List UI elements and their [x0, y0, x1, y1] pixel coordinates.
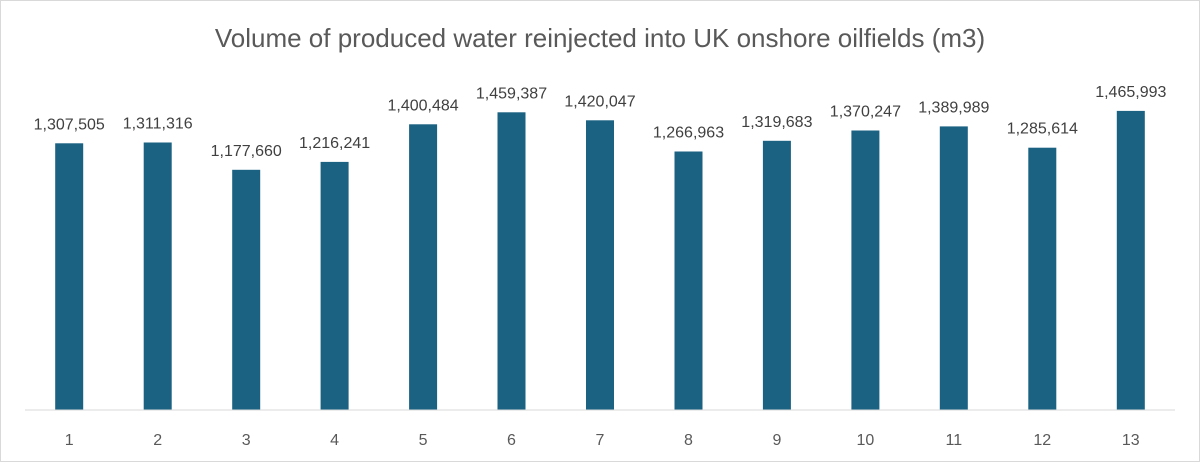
bar-13	[1116, 110, 1145, 411]
bar-9	[762, 140, 791, 411]
bar-6	[497, 112, 526, 411]
bar-12	[1028, 147, 1057, 410]
data-label-11: 1,389,989	[918, 99, 989, 116]
bar-8	[674, 151, 703, 410]
bar-1	[55, 143, 84, 411]
x-tick-label-13: 13	[1122, 432, 1140, 449]
x-tick-label-8: 8	[684, 432, 693, 449]
bar-3	[232, 169, 261, 410]
data-label-12: 1,285,614	[1007, 121, 1078, 138]
x-tick-label-5: 5	[419, 432, 428, 449]
bar-11	[939, 126, 968, 411]
data-label-2: 1,311,316	[123, 116, 193, 133]
data-label-6: 1,459,387	[476, 85, 547, 102]
data-label-1: 1,307,505	[34, 116, 105, 133]
bars-group	[55, 110, 1145, 411]
bar-4	[320, 161, 349, 410]
x-tick-label-9: 9	[772, 432, 781, 449]
chart-title: Volume of produced water reinjected into…	[215, 23, 985, 53]
bar-10	[851, 130, 880, 410]
data-label-9: 1,319,683	[741, 114, 812, 131]
x-tick-label-7: 7	[596, 432, 605, 449]
x-tick-label-10: 10	[857, 432, 875, 449]
x-tick-label-11: 11	[945, 432, 962, 449]
data-label-3: 1,177,660	[211, 143, 282, 160]
data-label-7: 1,420,047	[564, 93, 635, 110]
x-tick-label-6: 6	[507, 432, 516, 449]
data-label-10: 1,370,247	[830, 104, 901, 121]
x-tick-label-4: 4	[330, 432, 339, 449]
data-labels-group: 1,307,505 1,311,316 1,177,660 1,216,241 1,40…	[34, 84, 1167, 160]
data-label-4: 1,216,241	[299, 135, 370, 152]
data-label-5: 1,400,484	[388, 97, 459, 114]
bar-7	[586, 120, 614, 411]
x-tick-label-12: 12	[1033, 432, 1051, 449]
x-tick-label-3: 3	[242, 432, 251, 449]
x-tick-labels-group: 1 2 3 4 5 6 7 8 9 10 11 12 13	[65, 432, 1140, 449]
x-tick-label-2: 2	[153, 432, 162, 449]
x-tick-label-1: 1	[65, 432, 74, 449]
bar-2	[143, 142, 172, 410]
bar-5	[409, 124, 438, 411]
data-label-13: 1,465,993	[1095, 84, 1166, 101]
data-label-8: 1,266,963	[653, 125, 724, 142]
